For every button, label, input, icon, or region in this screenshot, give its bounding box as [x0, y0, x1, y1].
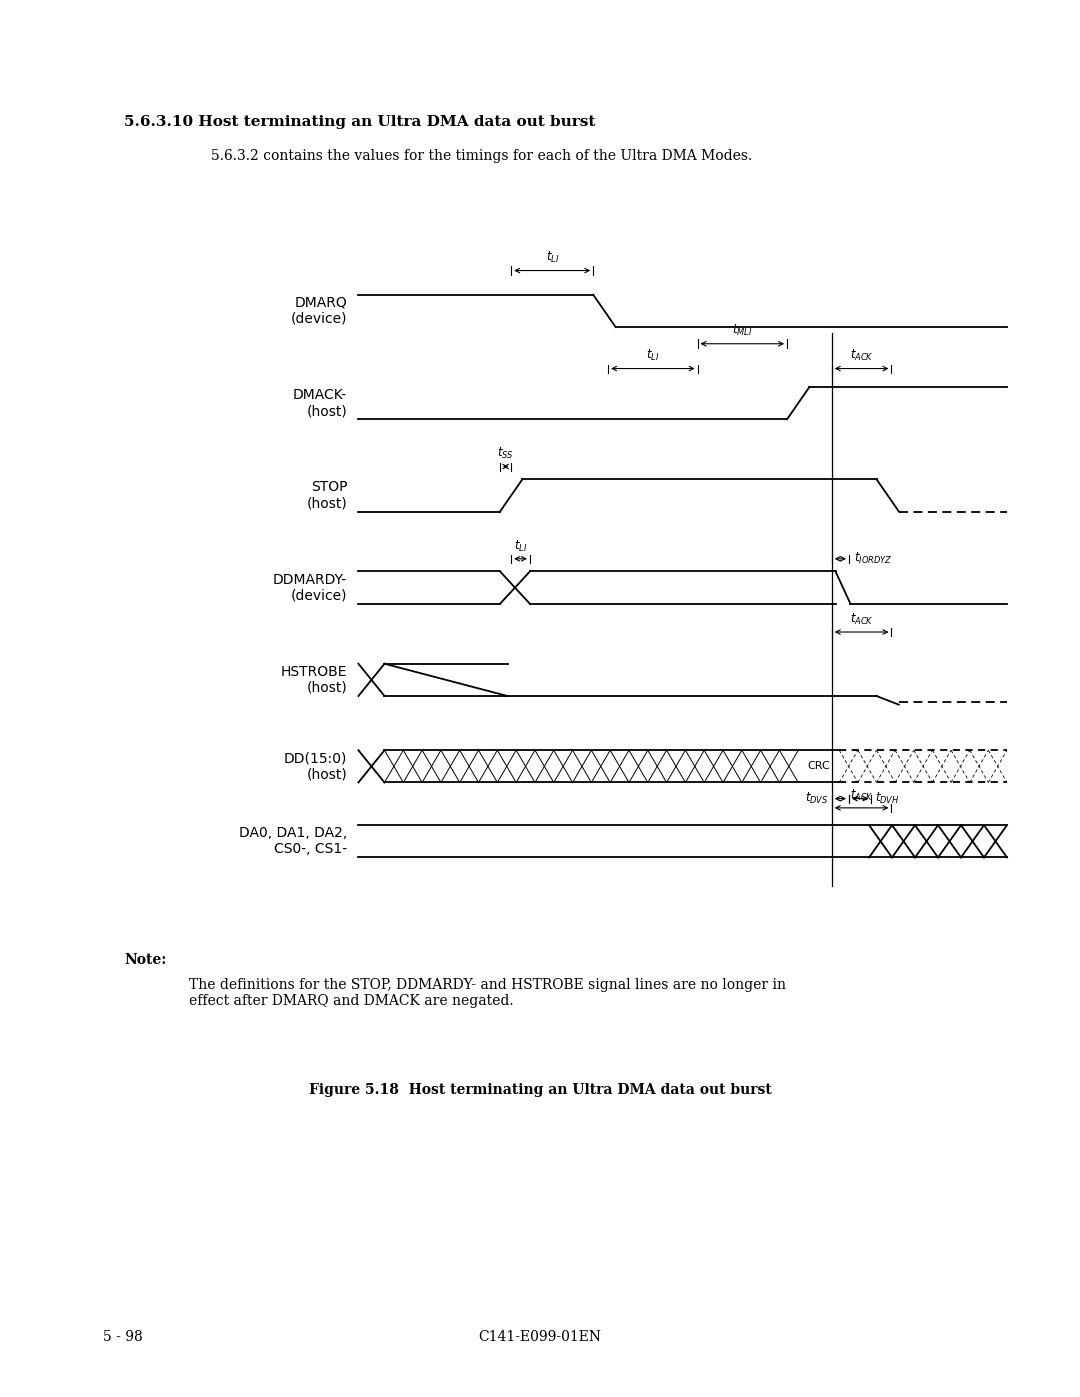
Text: $t_{LI}$: $t_{LI}$ — [545, 250, 559, 265]
Text: 5.6.3.10 Host terminating an Ultra DMA data out burst: 5.6.3.10 Host terminating an Ultra DMA d… — [124, 115, 595, 129]
Text: $t_{MLI}$: $t_{MLI}$ — [732, 323, 753, 338]
Text: STOP
(host): STOP (host) — [307, 481, 348, 510]
Text: $t_{ACK}$: $t_{ACK}$ — [850, 788, 874, 803]
Text: CRC: CRC — [808, 761, 831, 771]
Text: DD(15:0)
(host): DD(15:0) (host) — [284, 752, 348, 781]
Text: The definitions for the STOP, DDMARDY- and HSTROBE signal lines are no longer in: The definitions for the STOP, DDMARDY- a… — [189, 978, 786, 1009]
Text: $t_{DVH}$: $t_{DVH}$ — [875, 791, 900, 806]
Text: DDMARDY-
(device): DDMARDY- (device) — [273, 573, 348, 602]
Text: Figure 5.18  Host terminating an Ultra DMA data out burst: Figure 5.18 Host terminating an Ultra DM… — [309, 1083, 771, 1097]
Text: 5 - 98: 5 - 98 — [103, 1330, 143, 1344]
Text: $t_{LI}$: $t_{LI}$ — [514, 538, 527, 553]
Text: DMARQ
(device): DMARQ (device) — [291, 296, 348, 326]
Text: DMACK-
(host): DMACK- (host) — [293, 388, 348, 418]
Text: HSTROBE
(host): HSTROBE (host) — [281, 665, 348, 694]
Text: 5.6.3.2 contains the values for the timings for each of the Ultra DMA Modes.: 5.6.3.2 contains the values for the timi… — [211, 149, 752, 163]
Text: DA0, DA1, DA2,
CS0-, CS1-: DA0, DA1, DA2, CS0-, CS1- — [239, 826, 348, 856]
Text: $t_{SS}$: $t_{SS}$ — [497, 446, 514, 461]
Text: $t_{DVS}$: $t_{DVS}$ — [805, 791, 828, 806]
Text: $t_{IORDYZ}$: $t_{IORDYZ}$ — [854, 552, 892, 566]
Text: C141-E099-01EN: C141-E099-01EN — [478, 1330, 602, 1344]
Text: $t_{ACK}$: $t_{ACK}$ — [850, 348, 874, 363]
Text: Note:: Note: — [124, 953, 166, 967]
Text: $t_{LI}$: $t_{LI}$ — [646, 348, 660, 363]
Text: $t_{ACK}$: $t_{ACK}$ — [850, 612, 874, 627]
